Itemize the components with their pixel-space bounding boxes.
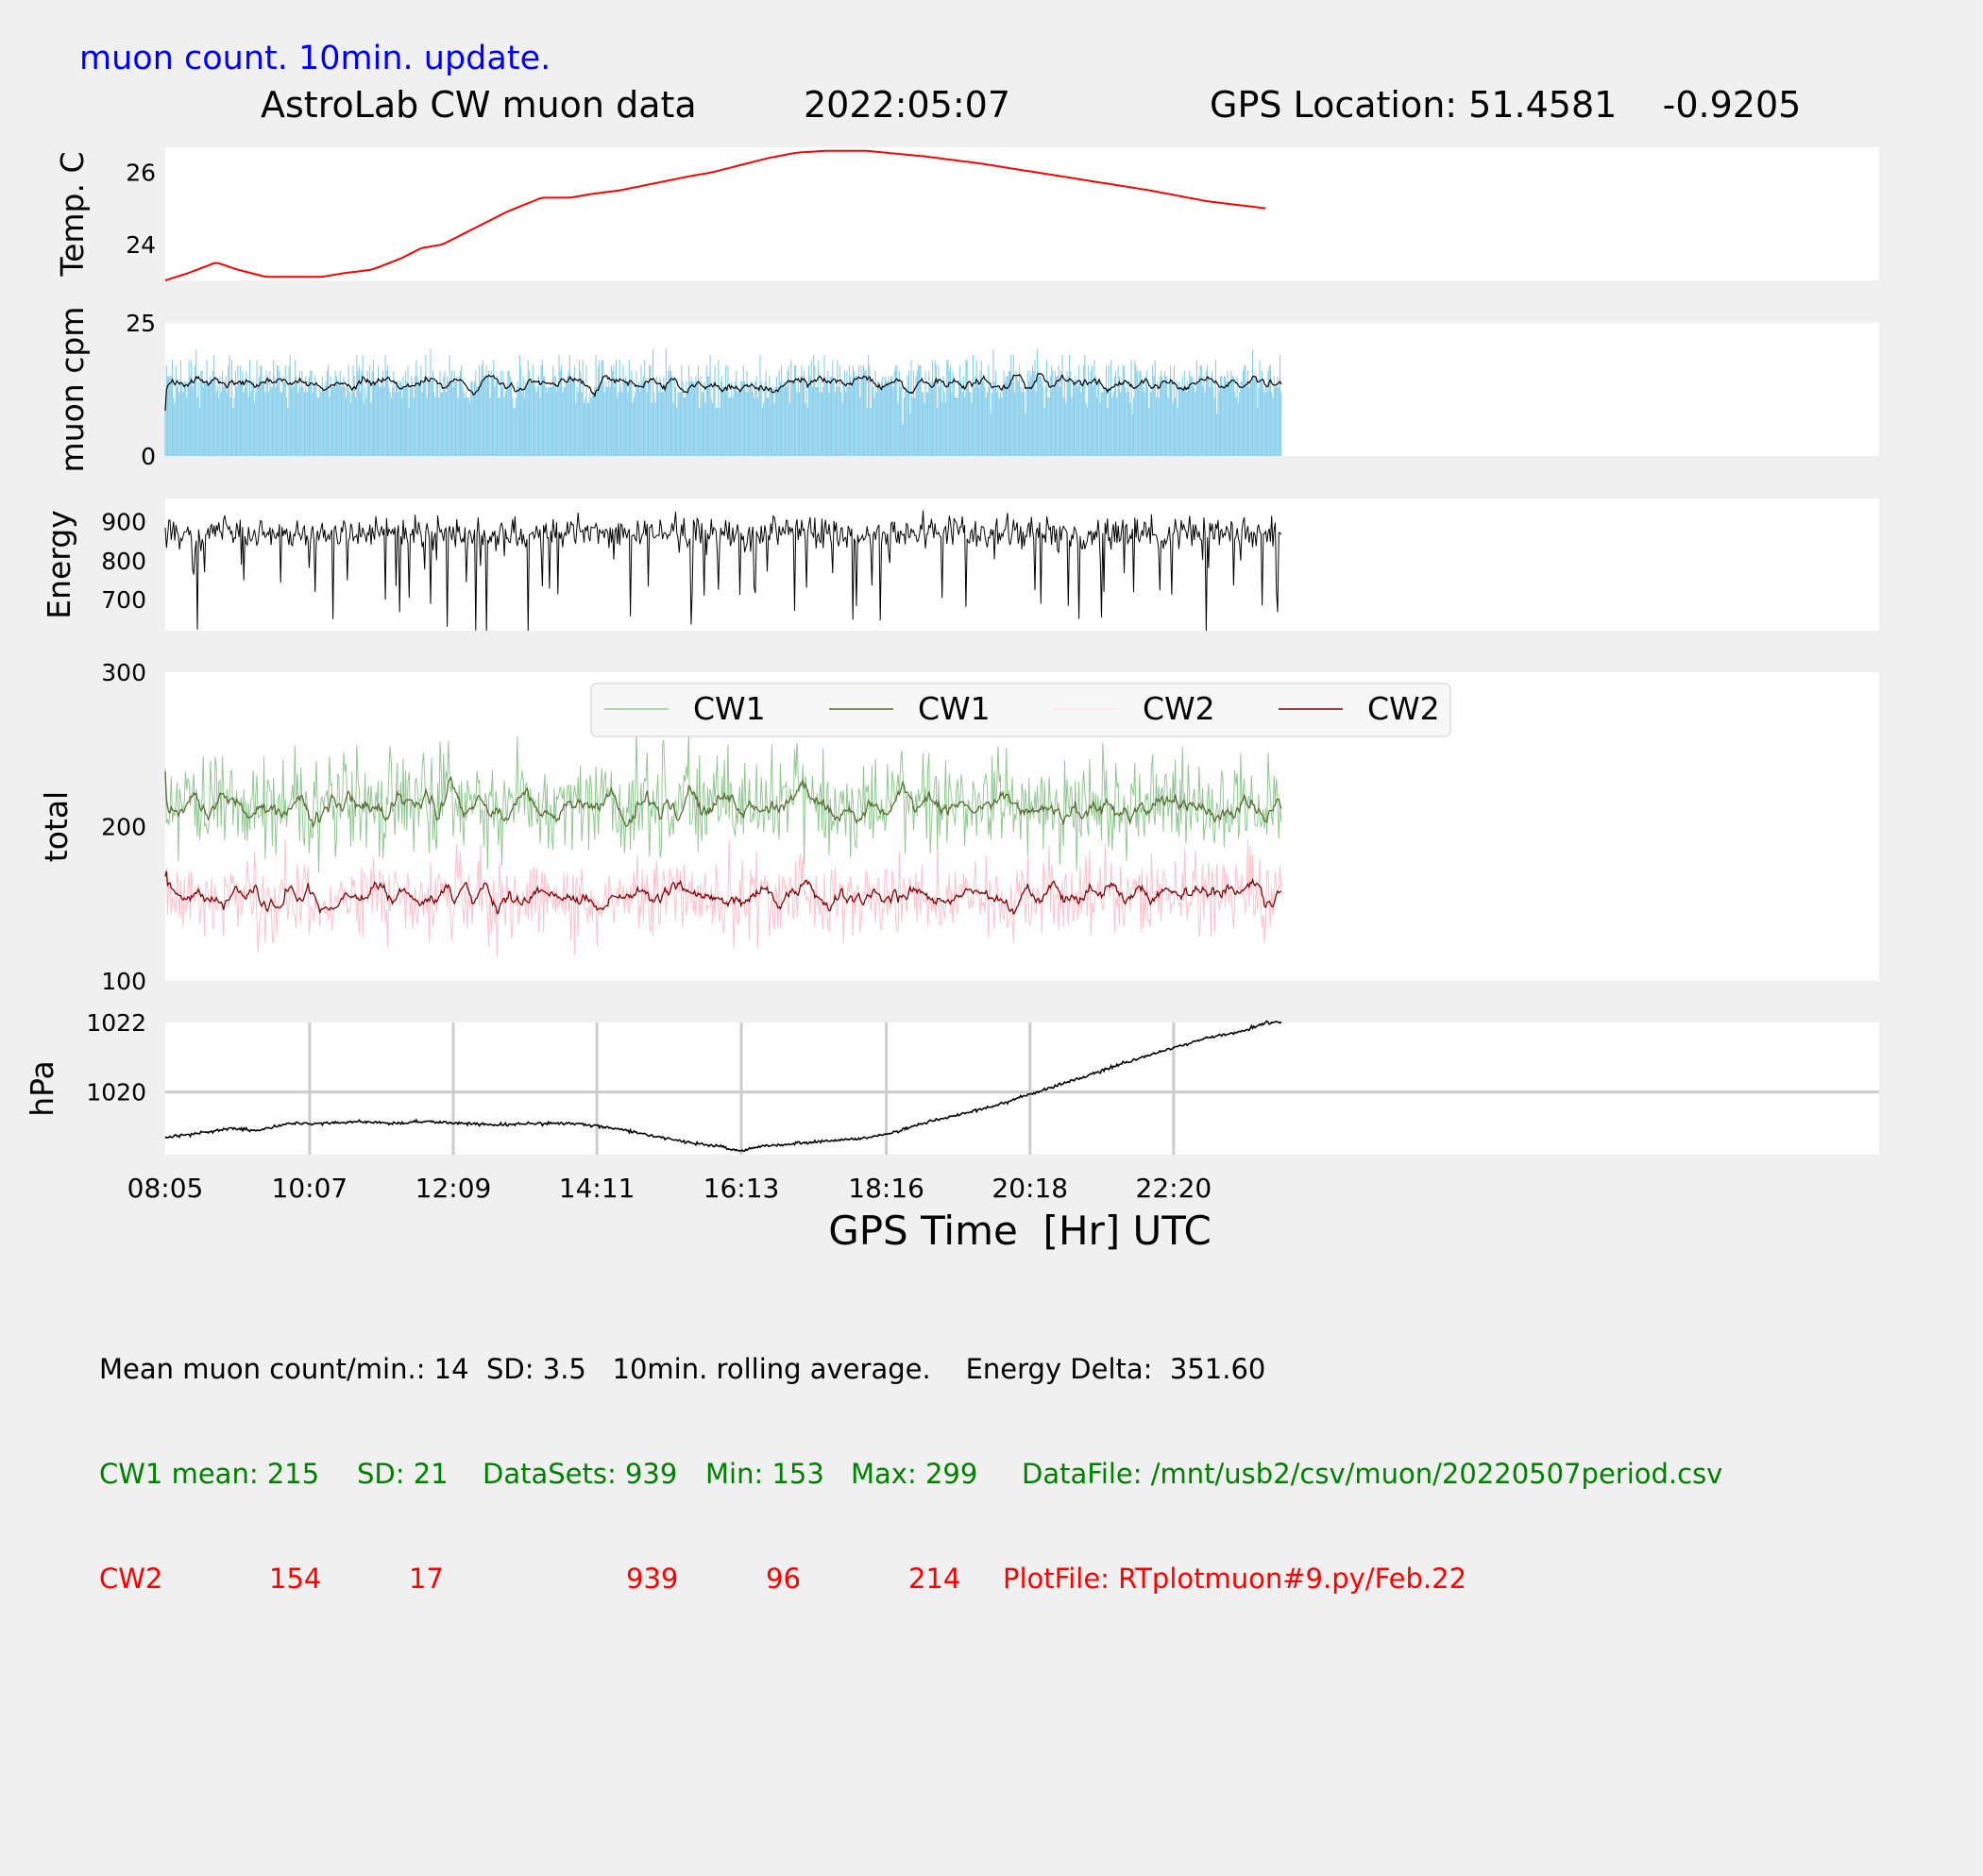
muon_cpm-ytick-25: 25 [126,310,156,337]
x-tick-label: 20:18 [992,1173,1068,1204]
panel-muon_cpm: 0 25 muon cpm [54,307,1879,473]
cw2-datasets: 939 [626,1563,679,1595]
stats-cw1-line: CW1 mean: 215 SD: 21 DataSets: 939 Min: … [99,1457,1722,1492]
x-tick-label: 18:16 [848,1173,924,1204]
energy-plot-area [165,499,1879,631]
cw1-mean: CW1 mean: 215 [99,1458,320,1490]
energy-ytick-900: 900 [101,509,146,536]
cw1-max: Max: 299 [851,1458,978,1490]
total-ytick-300: 300 [101,659,146,686]
energy-line [164,510,1282,632]
muon-rolling-line [164,372,1282,412]
total-ytick-200: 200 [101,814,146,841]
cw2-max: 214 [908,1563,961,1595]
stats-block: Mean muon count/min.: 14 SD: 3.5 10min. … [99,1282,1722,1631]
cw1-sd: SD: 21 [357,1458,449,1490]
x-tick-label: 14:11 [559,1173,636,1204]
cw2-label: CW2 [99,1563,163,1595]
stats-cw2-line: CW2 154 17 939 96 214 PlotFile: RTplotmu… [99,1562,1466,1597]
cw2-mean: 154 [269,1563,322,1595]
energy-ylabel: Energy [41,510,77,619]
legend-label: CW2 [1367,690,1440,727]
total-ylabel: total [38,791,75,862]
cw1-min: Min: 153 [705,1458,824,1490]
panel-total: 100 200 300 total CW1 CW1 CW2 CW2 [38,659,1879,995]
muon_cpm-ylabel: muon cpm [54,307,91,473]
legend-box [590,683,1451,737]
cw1-raw-line [164,731,1282,872]
stats-summary: Mean muon count/min.: 14 SD: 3.5 10min. … [99,1353,1266,1385]
pressure-plot-area [165,1023,1879,1155]
cw2-sd: 17 [409,1563,444,1595]
legend-label: CW2 [1143,690,1215,727]
x-axis: 08:05 10:07 12:09 14:11 16:13 18:16 20:18 22:20 [127,1173,1212,1204]
legend: CW1 CW1 CW2 CW2 [590,683,1451,737]
cw2-raw-line [164,838,1282,956]
stats-summary-line: Mean muon count/min.: 14 SD: 3.5 10min. … [99,1352,1265,1387]
x-tick-label: 10:07 [272,1173,348,1204]
temperature-ylabel: Temp. C [54,152,91,278]
chart-date: 2022:05:07 [804,84,1010,126]
temperature-plot-area [165,147,1879,280]
muon-bars [164,349,1282,456]
gps-location: GPS Location: 51.4581 -0.9205 [1210,84,1801,126]
header-note: muon count. 10min. update. [79,40,551,77]
panel-energy: 700 800 900 Energy [41,499,1879,632]
cw2-min: 96 [766,1563,801,1595]
pressure-grid [165,1023,1879,1155]
temperature-ytick-26: 26 [126,160,156,187]
cw1-datasets: DataSets: 939 [483,1458,678,1490]
total-ytick-100: 100 [101,968,146,995]
muon-dashboard-chart: muon count. 10min. update. AstroLab CW m… [24,40,1879,1254]
energy-ytick-700: 700 [101,586,146,614]
pressure-ytick-1022: 1022 [86,1009,146,1037]
pressure-ylabel: hPa [24,1060,60,1117]
chart-title: AstroLab CW muon data [261,84,697,126]
x-tick-label: 16:13 [703,1173,780,1204]
pressure-line [164,1020,1282,1153]
temperature-line [164,149,1266,281]
x-tick-label: 22:20 [1136,1173,1212,1204]
cw2-rolling-line [164,870,1282,916]
muon_cpm-ytick-0: 0 [141,443,156,470]
legend-label: CW1 [693,690,766,727]
panels: 24 26 Temp. C 0 25 muon cpm 700 800 900 Energy 100… [24,147,1879,1155]
energy-ytick-800: 800 [101,548,146,575]
data-file: DataFile: /mnt/usb2/csv/muon/20220507per… [1022,1458,1723,1490]
pressure-ytick-1020: 1020 [86,1079,146,1107]
panel-temperature: 24 26 Temp. C [54,147,1879,281]
panel-pressure: 1020 1022 hPa [24,1009,1879,1155]
plot-file: PlotFile: RTplotmuon#9.py/Feb.22 [1003,1563,1467,1595]
legend-label: CW1 [918,690,991,727]
temperature-ytick-24: 24 [126,231,156,259]
x-tick-label: 08:05 [127,1173,204,1204]
cw1-rolling-line [164,771,1282,829]
x-axis-label: GPS Time [Hr] UTC [828,1208,1212,1254]
x-tick-label: 12:09 [415,1173,492,1204]
